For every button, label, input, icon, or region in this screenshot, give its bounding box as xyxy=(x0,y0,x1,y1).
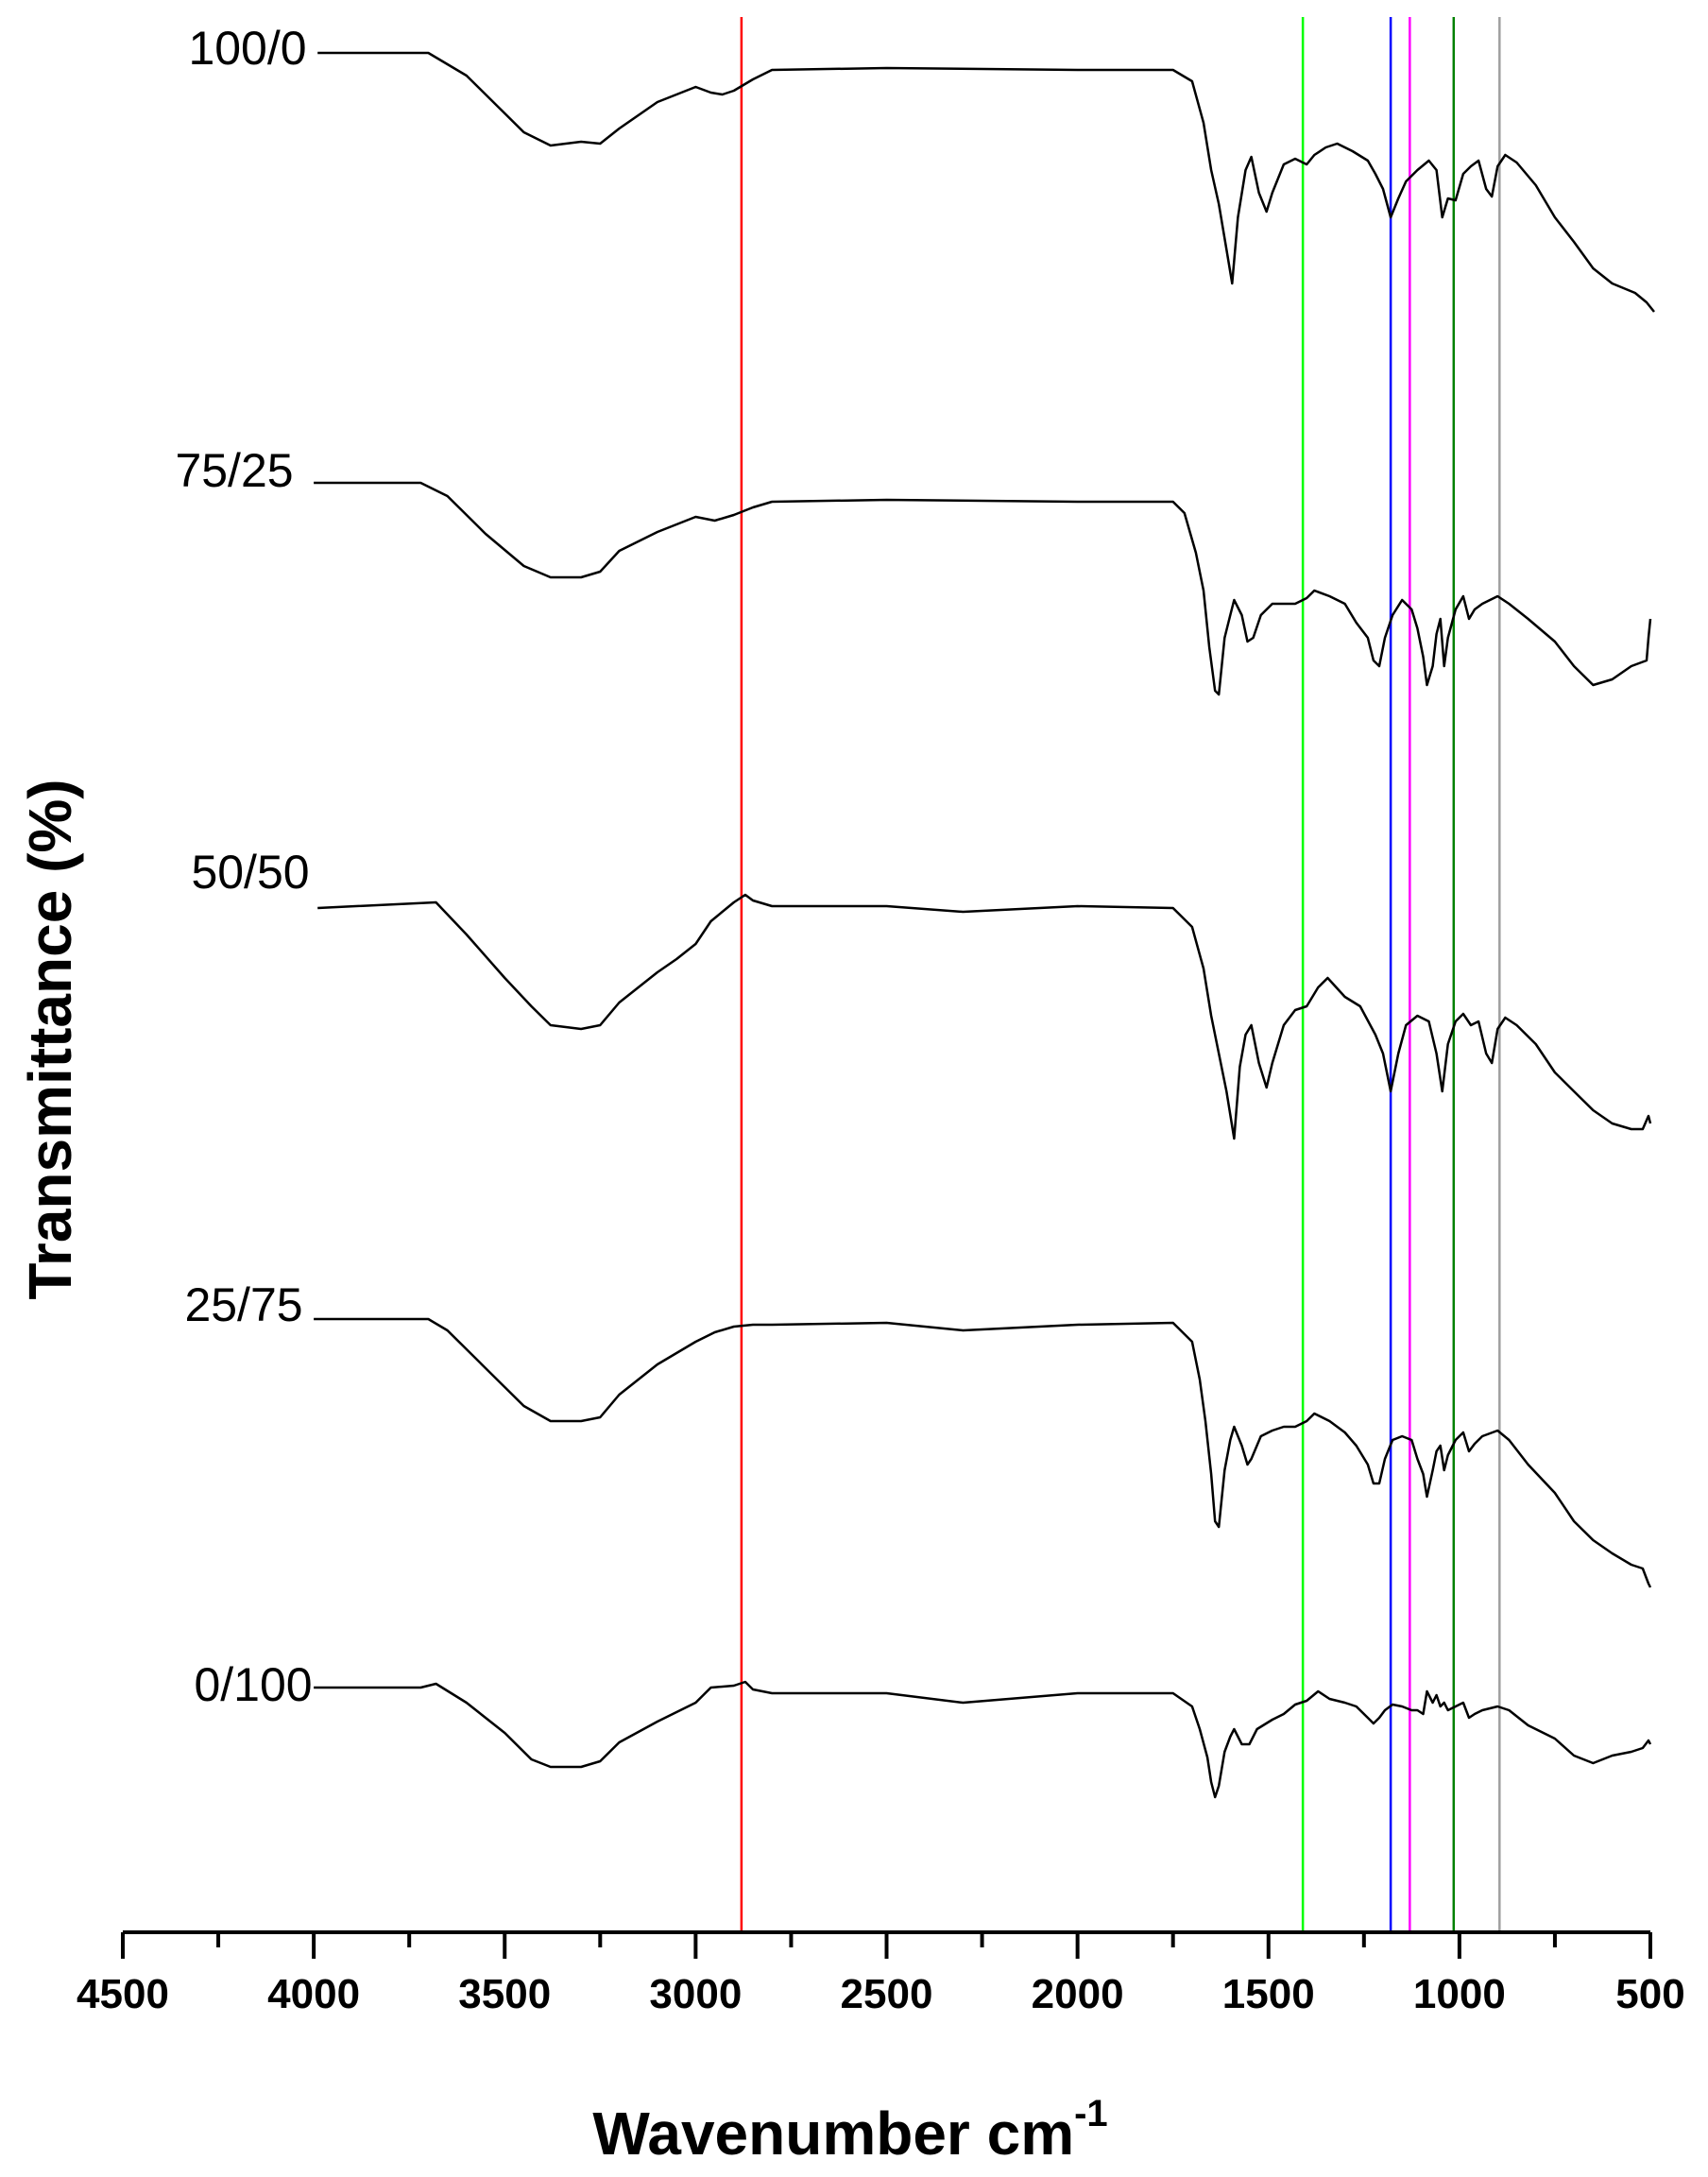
series-label-1: 100/0 xyxy=(188,22,306,75)
series-label-4: 25/75 xyxy=(184,1278,302,1331)
spectra-series xyxy=(314,51,1655,1799)
x-tick-label: 4500 xyxy=(77,1971,169,2017)
x-tick-label: 1000 xyxy=(1413,1971,1506,2017)
reference-lines xyxy=(740,17,1501,1932)
x-tick-label: 2000 xyxy=(1032,1971,1124,2017)
spectrum-line-5 xyxy=(314,1680,1652,1799)
x-tick-label: 1500 xyxy=(1222,1971,1315,2017)
spectrum-line-1 xyxy=(317,51,1655,313)
series-label-2: 75/25 xyxy=(175,444,293,497)
x-tick-label: 3000 xyxy=(649,1971,742,2017)
x-tick-label: 2500 xyxy=(841,1971,933,2017)
series-label-3: 50/50 xyxy=(191,846,309,899)
x-tick-label: 500 xyxy=(1615,1971,1684,2017)
x-axis-title: Wavenumber cm-1 xyxy=(592,2093,1107,2168)
series-label-5: 0/100 xyxy=(194,1658,312,1711)
y-axis-title: Transmittance (%) xyxy=(16,779,84,1299)
spectrum-line-2 xyxy=(314,481,1652,696)
series-labels: 100/0 75/25 50/50 25/75 0/100 xyxy=(175,22,312,1711)
x-tick-label: 3500 xyxy=(458,1971,551,2017)
x-axis: 4500 4000 3500 3000 2500 2000 1500 1000 500 xyxy=(77,1930,1685,2017)
spectrum-line-3 xyxy=(317,893,1652,1140)
spectrum-line-4 xyxy=(314,1317,1652,1588)
x-tick-label: 4000 xyxy=(267,1971,360,2017)
